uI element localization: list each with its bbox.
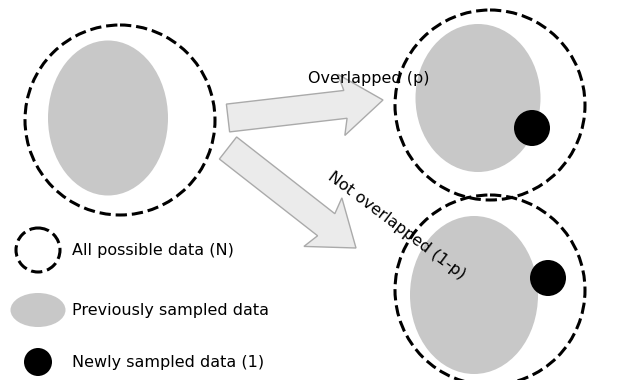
Text: Not overlapped (1-p): Not overlapped (1-p) bbox=[325, 169, 469, 282]
Ellipse shape bbox=[415, 24, 541, 172]
Circle shape bbox=[530, 260, 566, 296]
FancyArrow shape bbox=[220, 137, 356, 248]
Circle shape bbox=[24, 348, 52, 376]
Text: All possible data (N): All possible data (N) bbox=[72, 242, 234, 258]
Text: Previously sampled data: Previously sampled data bbox=[72, 302, 269, 318]
Text: Newly sampled data (1): Newly sampled data (1) bbox=[72, 355, 264, 369]
Text: Overlapped (p): Overlapped (p) bbox=[308, 71, 430, 86]
Ellipse shape bbox=[11, 293, 65, 327]
Circle shape bbox=[514, 110, 550, 146]
Ellipse shape bbox=[410, 216, 538, 374]
Ellipse shape bbox=[48, 41, 168, 195]
FancyArrow shape bbox=[226, 74, 383, 135]
